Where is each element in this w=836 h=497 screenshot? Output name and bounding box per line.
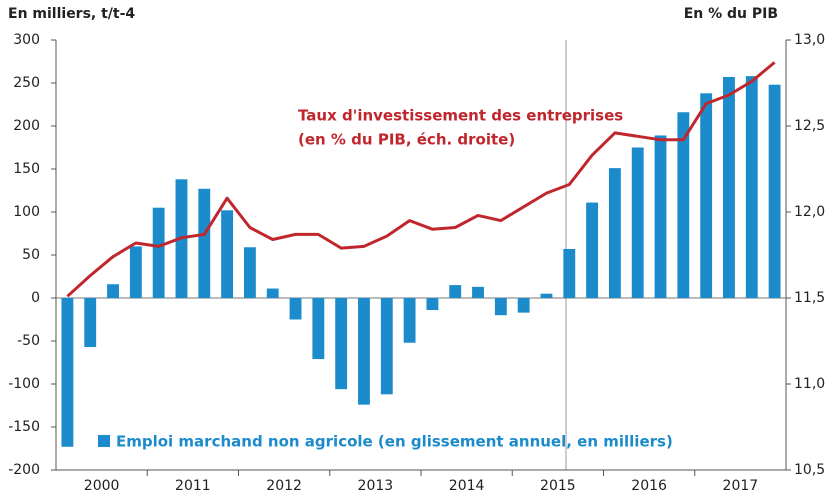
bar xyxy=(61,298,74,447)
bar xyxy=(677,112,690,299)
bar xyxy=(654,135,667,298)
x-year-label: 2016 xyxy=(631,478,667,494)
x-year-label: 2012 xyxy=(266,478,302,494)
bar xyxy=(335,298,348,390)
bar xyxy=(608,168,621,298)
y-tick-label: 150 xyxy=(13,161,40,177)
y-tick-label: -200 xyxy=(8,462,40,478)
x-year-label: 2000 xyxy=(84,478,120,494)
y-tick-label: 0 xyxy=(31,290,40,306)
y-tick-label: -100 xyxy=(8,376,40,392)
legend-label: Emploi marchand non agricole (en glissem… xyxy=(116,433,673,451)
y2-tick-label: 12,0 xyxy=(794,204,825,220)
x-year-label: 2014 xyxy=(449,478,485,494)
y-tick-label: -150 xyxy=(8,419,40,435)
line-annotation: Taux d'investissement des entreprises xyxy=(298,107,623,125)
bar xyxy=(152,207,165,298)
y2-tick-label: 11,0 xyxy=(794,376,825,392)
bar xyxy=(745,76,758,299)
y-tick-label: 50 xyxy=(22,247,40,263)
bar xyxy=(723,76,735,298)
bar xyxy=(221,210,234,298)
bar xyxy=(472,286,484,298)
bar xyxy=(289,298,302,320)
legend-swatch xyxy=(98,435,110,447)
bar xyxy=(107,284,119,298)
bar xyxy=(517,298,530,313)
y2-axis-label: En % du PIB xyxy=(684,6,778,22)
bar xyxy=(700,93,713,298)
x-year-label: 2017 xyxy=(723,478,759,494)
y-tick-label: 250 xyxy=(13,75,40,91)
y-tick-label: 200 xyxy=(13,118,40,134)
x-year-label: 2011 xyxy=(175,478,211,494)
bar xyxy=(540,293,553,298)
bar xyxy=(84,298,97,348)
bar xyxy=(563,248,576,298)
x-year-label: 2013 xyxy=(358,478,394,494)
bar xyxy=(243,247,256,298)
bar xyxy=(449,285,462,298)
bar xyxy=(494,298,507,316)
bar xyxy=(358,298,370,405)
bar xyxy=(426,298,439,311)
line xyxy=(66,61,776,298)
bar xyxy=(380,298,393,395)
bar xyxy=(631,147,644,298)
y-tick-label: 300 xyxy=(13,32,40,48)
y-tick-label: -50 xyxy=(17,333,40,349)
y2-tick-label: 11,5 xyxy=(794,290,825,306)
x-year-label: 2015 xyxy=(540,478,576,494)
y-tick-label: 100 xyxy=(13,204,40,220)
bar xyxy=(198,188,211,298)
y-axis-label: En milliers, t/t-4 xyxy=(8,6,135,22)
y2-tick-label: 10,5 xyxy=(794,462,825,478)
bar xyxy=(403,298,416,343)
y2-tick-label: 13,0 xyxy=(794,32,825,48)
bar xyxy=(768,84,781,298)
bar xyxy=(266,288,279,298)
bar xyxy=(586,202,599,298)
bar xyxy=(129,246,142,298)
line-annotation-note: (en % du PIB, éch. droite) xyxy=(298,131,515,149)
bar xyxy=(312,298,325,360)
y2-tick-label: 12,5 xyxy=(794,118,825,134)
